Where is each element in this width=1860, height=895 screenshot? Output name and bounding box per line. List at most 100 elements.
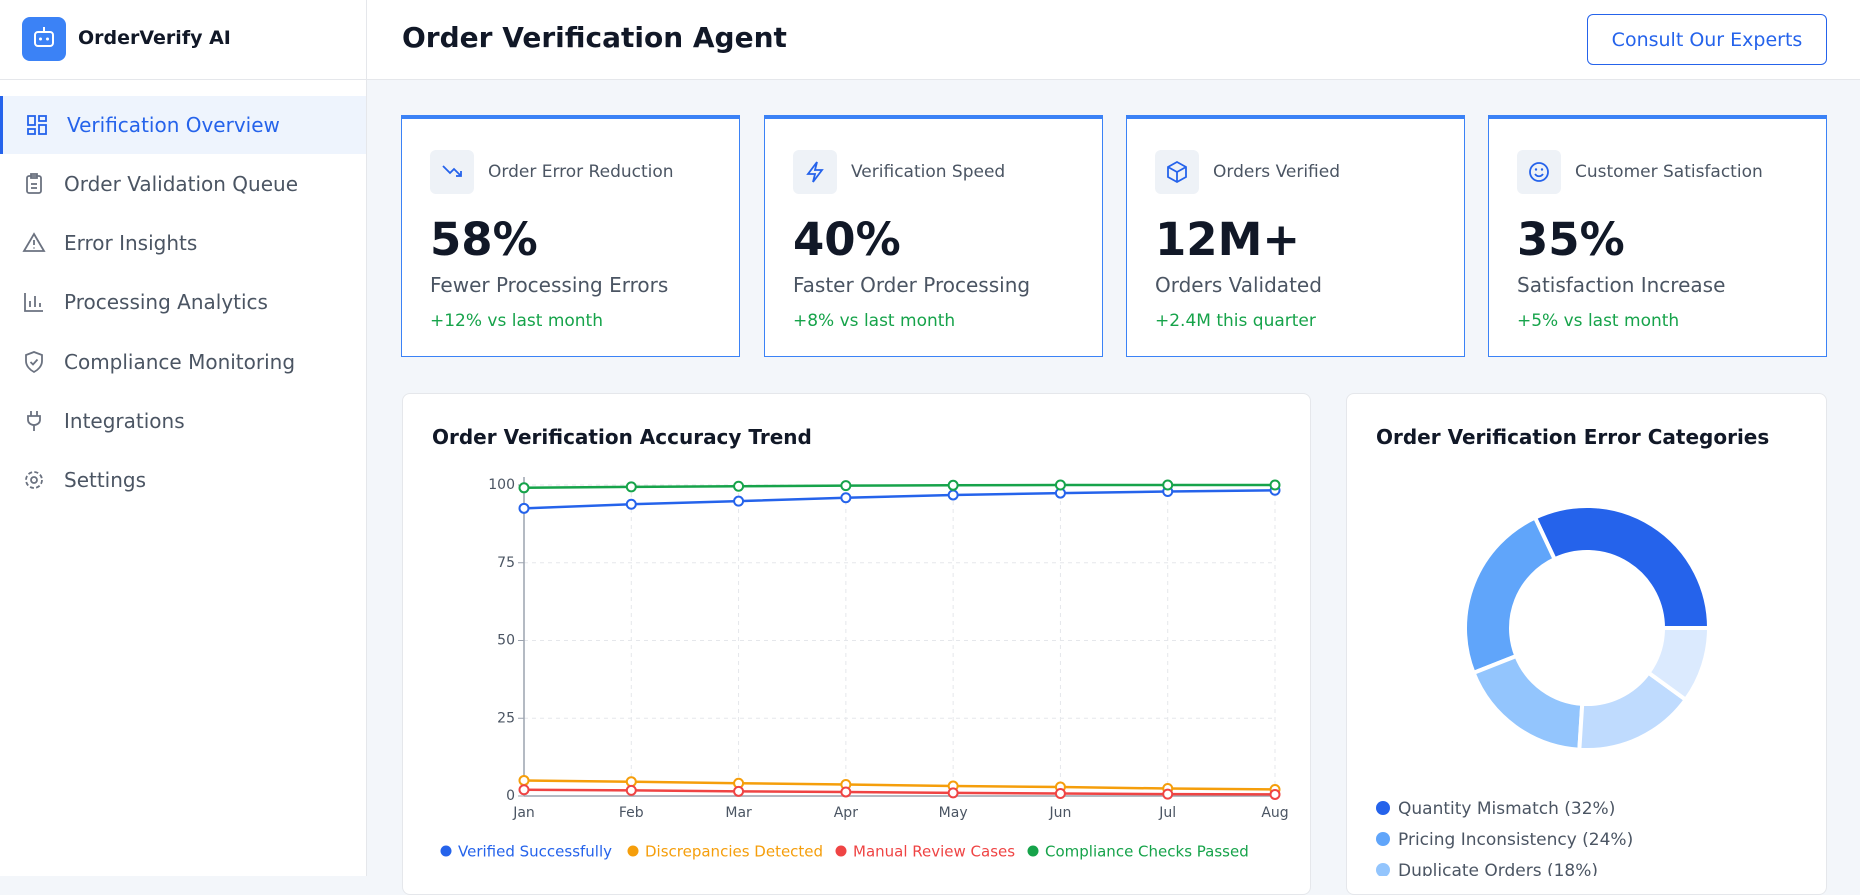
data-point	[625, 498, 637, 510]
legend-marker	[835, 845, 847, 857]
data-point	[518, 502, 530, 514]
kpi-change: +2.4M this quarter	[1155, 311, 1316, 331]
icon	[1167, 160, 1187, 184]
doughnut-slice	[1470, 653, 1585, 752]
y-tick-label: 100	[488, 477, 515, 493]
kpi-icon	[1517, 150, 1561, 194]
legend-marker	[1376, 801, 1390, 815]
x-tick-label: Jan	[512, 805, 535, 821]
pie-chart-card: Order Verification Error Categories Quan…	[1346, 393, 1827, 895]
x-tick-label: Feb	[619, 805, 644, 821]
nav-label: Processing Analytics	[64, 290, 268, 314]
nav-item[interactable]: Compliance Monitoring	[0, 333, 366, 391]
kpi-value: 12M+	[1155, 213, 1301, 266]
x-tick-label: Mar	[725, 805, 752, 821]
kpi-label: Order Error Reduction	[488, 162, 674, 182]
nav-label: Verification Overview	[67, 113, 280, 137]
legend-label: Pricing Inconsistency (24%)	[1398, 830, 1633, 850]
y-tick-label: 0	[506, 788, 515, 804]
kpi-caption: Faster Order Processing	[793, 273, 1031, 297]
legend-marker	[627, 845, 639, 857]
kpi-caption: Orders Validated	[1155, 273, 1322, 297]
doughnut-slice	[1532, 504, 1712, 630]
nav-label: Compliance Monitoring	[64, 350, 296, 374]
kpi-value: 40%	[793, 213, 901, 266]
icon	[806, 161, 824, 183]
data-point	[1269, 479, 1281, 491]
kpi-icon	[1155, 150, 1199, 194]
nav-label: Integrations	[64, 409, 185, 433]
nav-icon	[27, 411, 41, 431]
data-point	[1054, 479, 1066, 491]
data-point	[1054, 788, 1066, 800]
series-line	[523, 483, 1275, 490]
kpi-label: Customer Satisfaction	[1575, 162, 1763, 182]
nav-item[interactable]: Integrations	[0, 392, 366, 450]
nav-icon	[25, 351, 43, 374]
nav-icon	[24, 293, 43, 312]
icon	[1529, 162, 1549, 182]
legend-label: Discrepancies Detected	[645, 843, 823, 861]
y-tick-label: 75	[497, 555, 515, 571]
data-point	[840, 480, 852, 492]
data-point	[840, 786, 852, 798]
nav-label: Settings	[64, 468, 147, 492]
legend-label: Verified Successfully	[458, 843, 612, 861]
data-point	[1162, 788, 1174, 800]
data-point	[840, 492, 852, 504]
brand-name: OrderVerify AI	[78, 27, 231, 49]
kpi-caption: Fewer Processing Errors	[430, 273, 669, 297]
data-point	[625, 776, 637, 788]
kpi-label: Orders Verified	[1213, 162, 1341, 182]
data-point	[625, 481, 637, 493]
x-tick-label: May	[939, 805, 968, 821]
consult-button[interactable]: Consult Our Experts	[1587, 14, 1827, 65]
legend-label: Duplicate Orders (18%)	[1398, 861, 1598, 876]
y-tick-label: 50	[497, 633, 515, 649]
data-point	[733, 480, 745, 492]
doughnut-slice	[1645, 626, 1712, 703]
top-bar: Order Verification Agent Consult Our Exp…	[367, 0, 1860, 80]
nav-item[interactable]: Settings	[0, 451, 366, 509]
line-chart-card: Order Verification Accuracy Trend 0 25 50 7…	[402, 393, 1311, 895]
nav-icon	[27, 115, 47, 135]
data-point	[733, 495, 745, 507]
x-tick-label: Jun	[1048, 805, 1071, 821]
kpi-icon	[793, 150, 837, 194]
kpi-value: 35%	[1517, 213, 1625, 266]
kpi-card: Order Error Reduction 58% Fewer Processi…	[401, 115, 740, 357]
nav-icon	[25, 471, 43, 489]
kpi-icon	[430, 150, 474, 194]
chart-title: Order Verification Error Categories	[1376, 425, 1770, 449]
nav-item[interactable]: Error Insights	[0, 214, 366, 272]
nav-icon	[22, 232, 46, 252]
nav-item[interactable]: Processing Analytics	[0, 273, 366, 331]
legend-marker	[1376, 832, 1390, 846]
data-point	[518, 482, 530, 494]
sidebar: OrderVerify AI Verification Overview Ord…	[0, 0, 367, 876]
x-tick-label: Jul	[1158, 805, 1176, 821]
legend-marker	[1027, 845, 1039, 857]
kpi-change: +8% vs last month	[793, 311, 956, 331]
data-point	[518, 784, 530, 796]
data-point	[1269, 788, 1281, 800]
nav-item[interactable]: Verification Overview	[0, 96, 366, 154]
data-point	[518, 774, 530, 786]
data-point	[625, 784, 637, 796]
y-tick-label: 25	[497, 710, 515, 726]
nav-item[interactable]: Order Validation Queue	[0, 155, 366, 213]
page-title: Order Verification Agent	[402, 21, 787, 54]
kpi-caption: Satisfaction Increase	[1517, 273, 1726, 297]
x-tick-label: Aug	[1261, 805, 1288, 821]
nav-icon	[26, 173, 42, 194]
series-line	[523, 489, 1276, 510]
doughnut-chart: Quantity Mismatch (32%) Pricing Inconsist…	[1376, 504, 1712, 876]
chart-title: Order Verification Accuracy Trend	[432, 425, 812, 449]
line-chart: 0 25 50 75 100 Jan Feb Mar Apr May Jun Jul Aug Verifi…	[440, 477, 1289, 861]
kpi-value: 58%	[430, 213, 538, 266]
series-line	[523, 779, 1276, 791]
data-point	[947, 479, 959, 491]
logo	[22, 17, 66, 61]
nav-label: Error Insights	[64, 231, 198, 255]
